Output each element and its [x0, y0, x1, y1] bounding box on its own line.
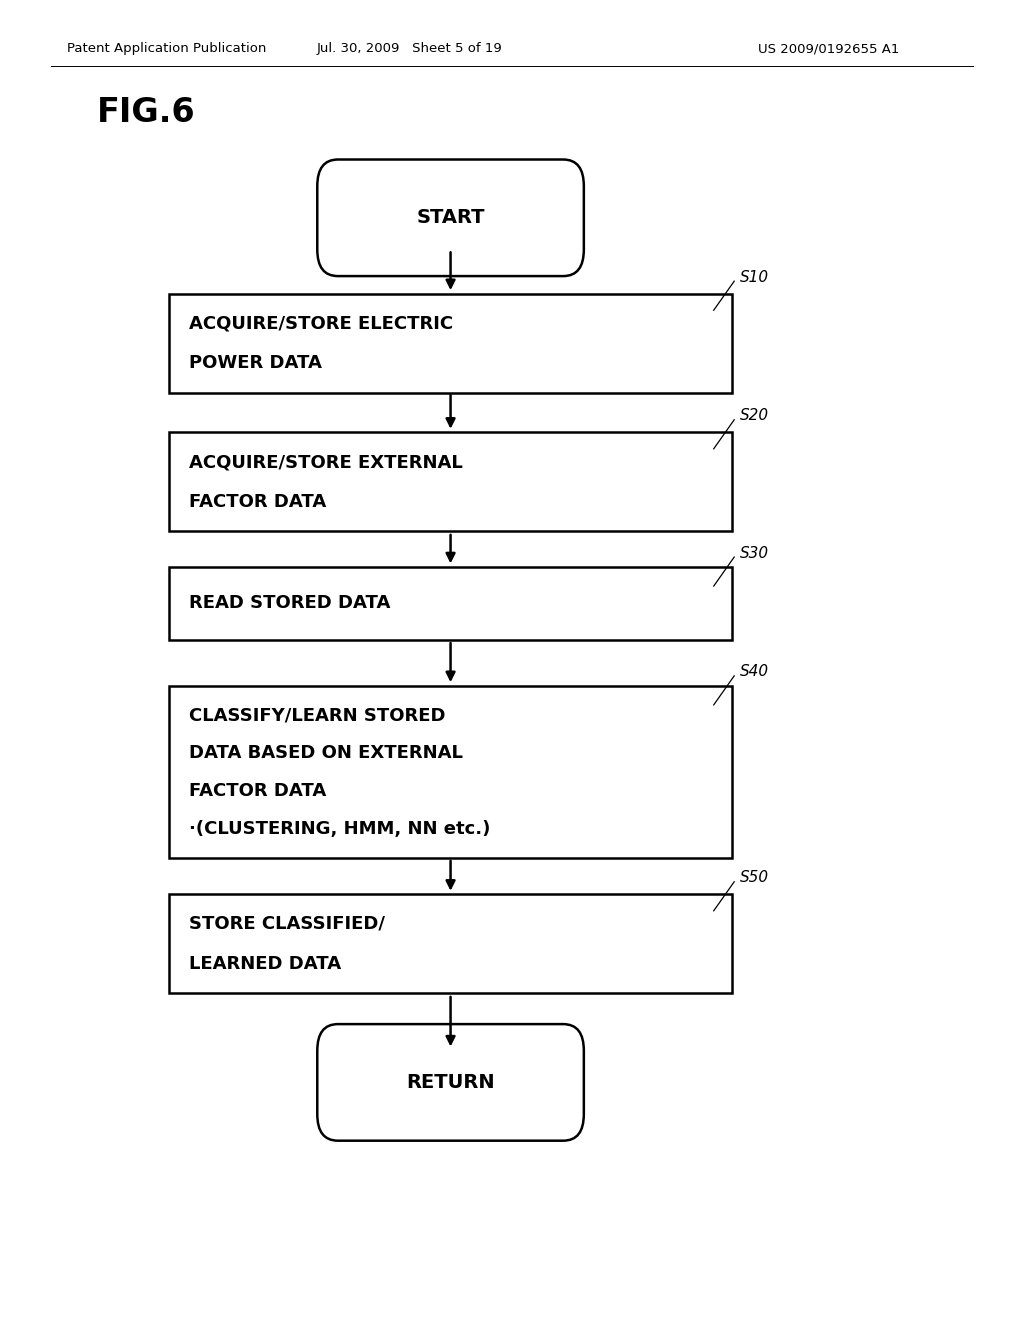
- Text: READ STORED DATA: READ STORED DATA: [189, 594, 391, 612]
- Text: Patent Application Publication: Patent Application Publication: [67, 42, 266, 55]
- FancyBboxPatch shape: [317, 160, 584, 276]
- Text: ·(CLUSTERING, HMM, NN etc.): ·(CLUSTERING, HMM, NN etc.): [189, 821, 490, 838]
- Text: POWER DATA: POWER DATA: [189, 354, 323, 372]
- FancyBboxPatch shape: [317, 1024, 584, 1140]
- Text: Jul. 30, 2009   Sheet 5 of 19: Jul. 30, 2009 Sheet 5 of 19: [316, 42, 503, 55]
- Text: S20: S20: [740, 408, 769, 424]
- Text: S30: S30: [740, 545, 769, 561]
- Text: START: START: [417, 209, 484, 227]
- Text: US 2009/0192655 A1: US 2009/0192655 A1: [758, 42, 899, 55]
- Text: S10: S10: [740, 269, 769, 285]
- Text: S50: S50: [740, 870, 769, 886]
- Bar: [169, 433, 732, 531]
- Text: FIG.6: FIG.6: [97, 96, 196, 129]
- Bar: [169, 294, 732, 393]
- Text: RETURN: RETURN: [407, 1073, 495, 1092]
- Text: FACTOR DATA: FACTOR DATA: [189, 492, 327, 511]
- Text: CLASSIFY/LEARN STORED: CLASSIFY/LEARN STORED: [189, 706, 445, 723]
- Text: ACQUIRE/STORE EXTERNAL: ACQUIRE/STORE EXTERNAL: [189, 453, 463, 471]
- Text: LEARNED DATA: LEARNED DATA: [189, 954, 342, 973]
- Bar: [169, 568, 732, 639]
- Text: FACTOR DATA: FACTOR DATA: [189, 783, 327, 800]
- Text: S40: S40: [740, 664, 769, 680]
- Text: STORE CLASSIFIED/: STORE CLASSIFIED/: [189, 915, 385, 933]
- Bar: [169, 895, 732, 993]
- Text: ACQUIRE/STORE ELECTRIC: ACQUIRE/STORE ELECTRIC: [189, 314, 454, 333]
- Text: DATA BASED ON EXTERNAL: DATA BASED ON EXTERNAL: [189, 744, 463, 762]
- Bar: [169, 686, 732, 858]
